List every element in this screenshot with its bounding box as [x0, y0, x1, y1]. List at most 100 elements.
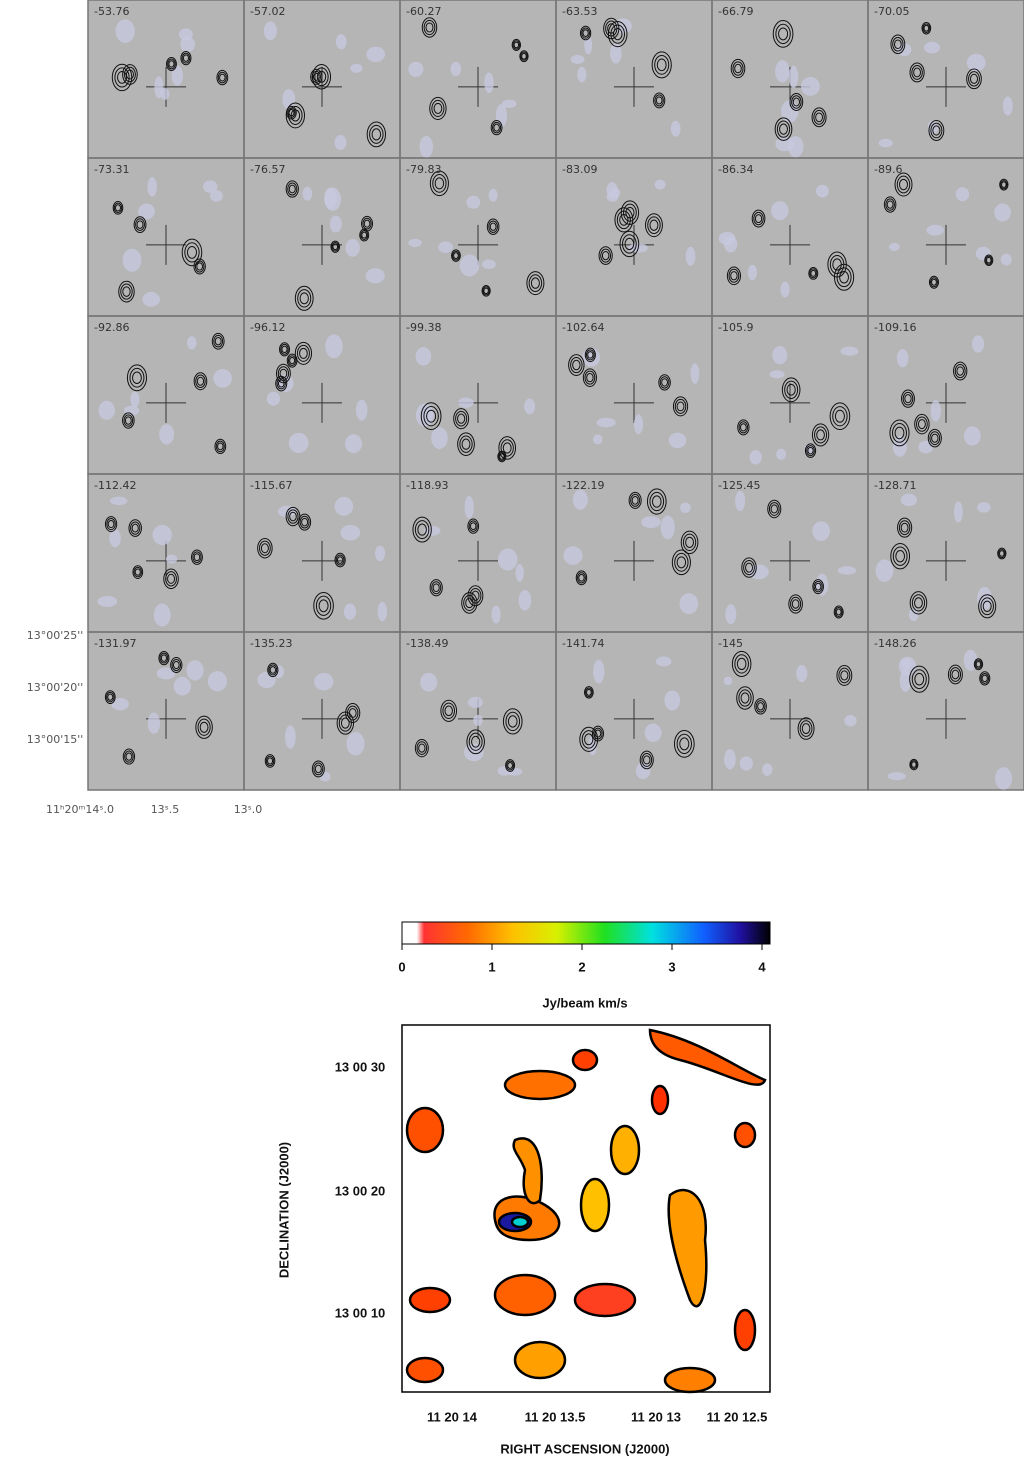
contour — [167, 573, 176, 584]
contour — [929, 277, 938, 288]
contour — [468, 520, 478, 532]
noise — [420, 672, 438, 692]
channel-label: -57.02 — [250, 5, 285, 18]
contour — [196, 262, 204, 271]
noise — [776, 448, 787, 460]
contour — [455, 410, 468, 427]
contour — [285, 180, 299, 198]
contour — [902, 391, 914, 406]
channel-label: -63.53 — [562, 5, 597, 18]
x-tick-label: 11 20 13 — [631, 1409, 681, 1424]
noise — [749, 449, 762, 465]
contour — [840, 670, 849, 681]
noise — [660, 515, 675, 540]
contour — [287, 355, 297, 366]
contour — [582, 368, 597, 387]
noise — [285, 725, 296, 749]
noise — [345, 238, 360, 257]
contour — [751, 209, 766, 228]
contour — [288, 184, 296, 194]
contour — [130, 521, 141, 535]
contour — [816, 429, 825, 441]
contour — [114, 67, 130, 88]
contour — [775, 23, 791, 45]
noise — [896, 349, 909, 368]
contour — [772, 20, 794, 48]
contour — [288, 105, 303, 125]
contour — [440, 699, 458, 722]
contour — [279, 368, 288, 379]
contour — [682, 533, 697, 552]
noise — [518, 589, 532, 611]
contour — [264, 754, 276, 768]
contour — [605, 20, 618, 37]
noise — [466, 195, 481, 209]
contour — [159, 652, 169, 664]
contour — [168, 60, 175, 68]
contour — [587, 351, 594, 359]
noise — [329, 215, 342, 233]
contour — [956, 366, 964, 376]
contour — [661, 378, 668, 387]
contour — [951, 669, 960, 680]
contour — [219, 73, 226, 82]
contour — [133, 566, 142, 578]
contour — [124, 750, 134, 763]
noise — [302, 186, 313, 201]
contour — [442, 702, 455, 720]
noise — [98, 400, 115, 420]
contour — [520, 51, 528, 61]
channel-label: -86.34 — [718, 163, 753, 176]
noise — [209, 190, 223, 202]
noise — [345, 434, 363, 454]
contour — [123, 414, 134, 427]
noise — [314, 673, 334, 691]
contour — [457, 413, 466, 424]
contour — [731, 650, 752, 678]
noise — [325, 334, 343, 359]
channel-label: -135.23 — [250, 637, 292, 650]
contour — [287, 182, 298, 196]
noise — [680, 502, 691, 513]
contour — [813, 109, 825, 125]
contour — [129, 367, 145, 388]
channel-label: -112.42 — [94, 479, 136, 492]
contour — [312, 72, 320, 81]
channel-label: -96.12 — [250, 321, 285, 334]
contour — [914, 672, 925, 686]
contour — [671, 549, 691, 576]
noise — [153, 603, 171, 627]
noise — [816, 184, 829, 198]
contour — [685, 536, 694, 548]
contour — [673, 729, 695, 758]
contour — [267, 757, 274, 765]
contour — [579, 726, 599, 752]
channel-label: -125.45 — [718, 479, 760, 492]
contour — [676, 556, 687, 569]
contour — [493, 123, 500, 132]
contour — [197, 718, 211, 736]
contour — [467, 585, 484, 607]
noise — [644, 723, 662, 743]
contour — [512, 40, 521, 50]
contour — [519, 50, 529, 63]
contour — [610, 24, 625, 44]
noise — [377, 601, 388, 622]
contour — [890, 542, 911, 570]
noise — [898, 656, 917, 676]
noise — [908, 608, 919, 622]
contour — [909, 62, 925, 83]
contour — [931, 433, 939, 443]
contour — [834, 409, 845, 423]
noise — [972, 335, 985, 353]
contour — [186, 245, 197, 259]
contour — [974, 659, 983, 669]
y-tick-label: 13 00 10 — [335, 1305, 386, 1320]
noise — [668, 432, 687, 449]
contour — [927, 428, 942, 448]
moment-map-ticks: 13 00 30 13 00 20 13 00 10 11 20 14 11 2… — [335, 1059, 768, 1424]
contour — [313, 591, 334, 620]
noise — [459, 254, 480, 277]
contour — [897, 517, 913, 538]
contour — [923, 24, 930, 32]
